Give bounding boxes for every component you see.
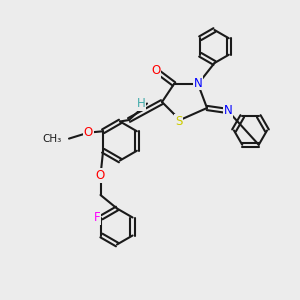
Text: F: F: [94, 211, 100, 224]
Text: N: N: [194, 77, 202, 90]
Text: S: S: [175, 115, 182, 128]
Text: CH₃: CH₃: [42, 134, 62, 144]
Text: O: O: [152, 64, 160, 77]
Text: N: N: [224, 104, 232, 118]
Text: O: O: [84, 126, 93, 139]
Text: O: O: [96, 169, 105, 182]
Text: H: H: [136, 97, 146, 110]
